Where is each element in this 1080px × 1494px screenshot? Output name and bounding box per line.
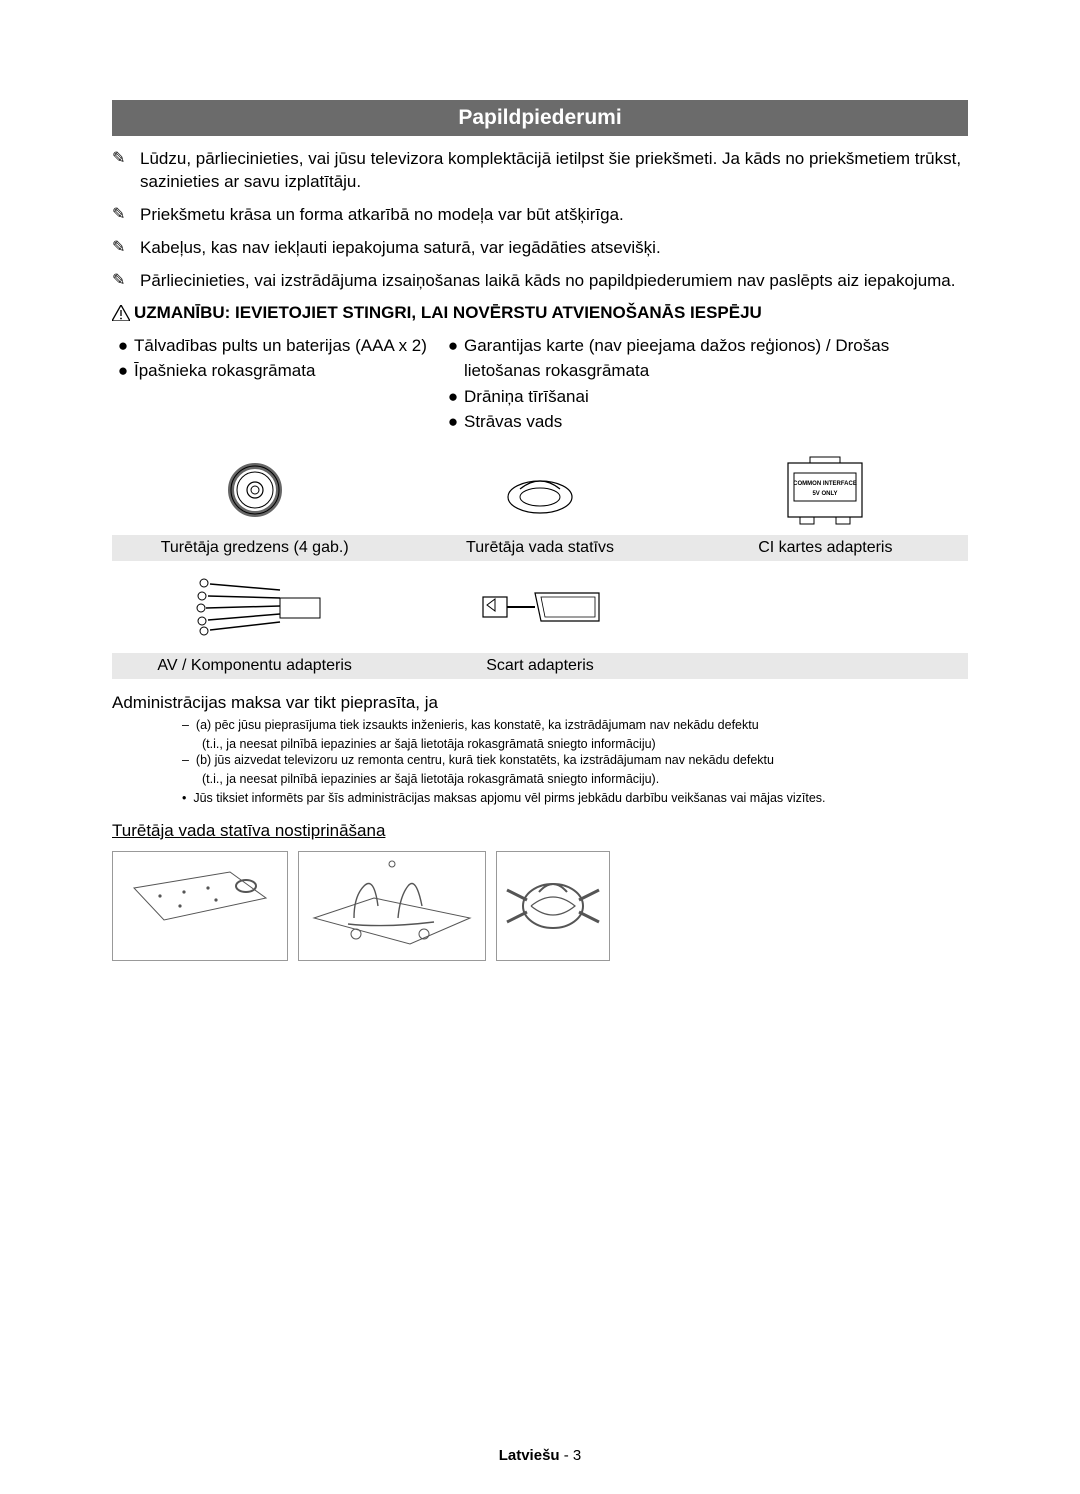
accessory-label: Scart adapteris (397, 657, 682, 675)
accessory-row-2-images (112, 571, 968, 649)
scart-adapter-icon (397, 571, 682, 645)
accessory-row-1-labels: Turētāja gredzens (4 gab.) Turētāja vada… (112, 535, 968, 561)
ci-adapter-icon: COMMON INTERFACE 5V ONLY (683, 453, 968, 527)
diagram-3 (496, 851, 610, 961)
accessory-label: AV / Komponentu adapteris (112, 657, 397, 675)
note-icon: ✎ (112, 148, 140, 170)
accessory-row-2-labels: AV / Komponentu adapteris Scart adapteri… (112, 653, 968, 679)
note-text: Priekšmetu krāsa un forma atkarībā no mo… (140, 204, 624, 227)
diagram-2 (298, 851, 486, 961)
holder-ring-icon (112, 453, 397, 527)
item-text: Īpašnieka rokasgrāmata (134, 358, 315, 384)
accessory-row-1-images: COMMON INTERFACE 5V ONLY (112, 453, 968, 531)
cable-holder-icon (397, 453, 682, 527)
page-footer: Latviešu - 3 (0, 1447, 1080, 1464)
footer-page-number: 3 (573, 1447, 581, 1464)
item-text: Drāniņa tīrīšanai (464, 384, 589, 410)
note-text: Kabeļus, kas nav iekļauti iepakojuma sat… (140, 237, 661, 260)
note-icon: ✎ (112, 204, 140, 226)
warning-icon (112, 305, 134, 321)
accessory-label: Turētāja vada statīvs (397, 539, 682, 557)
accessory-label: Turētāja gredzens (4 gab.) (112, 539, 397, 557)
diagram-1 (112, 851, 288, 961)
svg-text:5V ONLY: 5V ONLY (813, 491, 838, 497)
item-text: Tālvadības pults un baterijas (AAA x 2) (134, 333, 427, 359)
svg-text:COMMON INTERFACE: COMMON INTERFACE (793, 481, 857, 487)
notes-block: ✎Lūdzu, pārliecinieties, vai jūsu televi… (112, 148, 968, 293)
caution-line: UZMANĪBU: IEVIETOJIET STINGRI, LAI NOVĒR… (112, 303, 968, 323)
accessory-label (683, 657, 968, 675)
sub-heading: Turētāja vada statīva nostiprināšana (112, 821, 968, 841)
diagram-row (112, 851, 968, 961)
note-icon: ✎ (112, 237, 140, 259)
admin-fee-title: Administrācijas maksa var tikt pieprasīt… (112, 693, 968, 713)
accessory-label: CI kartes adapteris (683, 539, 968, 557)
av-adapter-icon (112, 571, 397, 645)
note-text: Pārliecinieties, vai izstrādājuma izsaiņ… (140, 270, 956, 293)
section-header: Papildpiederumi (112, 100, 968, 136)
note-icon: ✎ (112, 270, 140, 292)
item-text: Garantijas karte (nav pieejama dažos reģ… (464, 333, 968, 384)
footer-language: Latviešu (499, 1447, 560, 1464)
caution-text: UZMANĪBU: IEVIETOJIET STINGRI, LAI NOVĒR… (134, 303, 762, 323)
item-text: Strāvas vads (464, 409, 562, 435)
note-text: Lūdzu, pārliecinieties, vai jūsu televiz… (140, 148, 968, 194)
items-columns: ●Tālvadības pults un baterijas (AAA x 2)… (112, 333, 968, 435)
admin-fee-list: – (a) pēc jūsu pieprasījuma tiek izsaukt… (112, 717, 968, 807)
